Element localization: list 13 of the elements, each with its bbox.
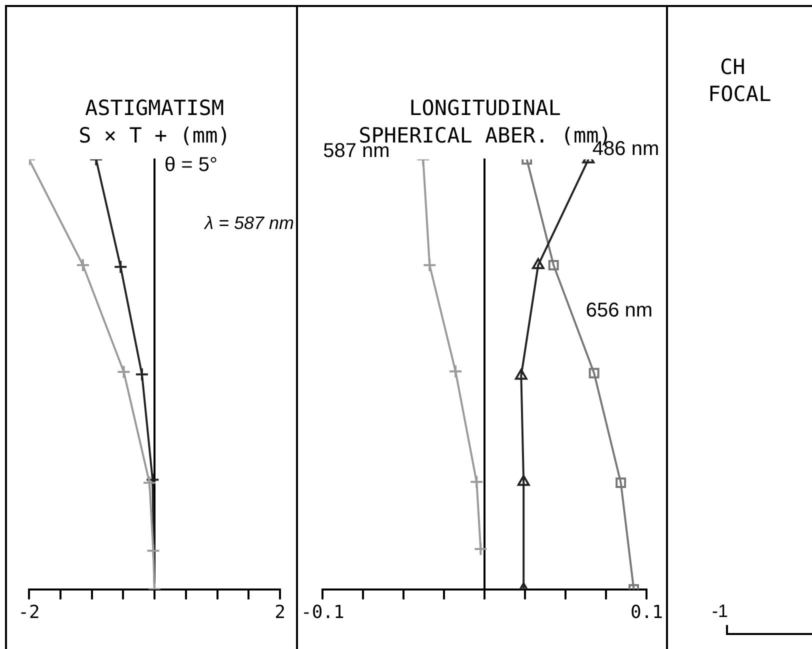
text: CH (720, 55, 746, 79)
annotation: θ = 5° (164, 154, 218, 176)
chart-title: LONGITUDINAL (409, 96, 561, 120)
text: -1 (712, 601, 728, 622)
x-tick-label: 0.1 (630, 602, 663, 623)
annotation: λ = 587 nm (204, 212, 294, 233)
series-label: 656 nm (586, 300, 653, 322)
x-tick-label: -2 (18, 602, 40, 623)
x-tick-label: -0.1 (300, 602, 344, 623)
x-tick-label: 2 (274, 602, 286, 623)
chart-title: ASTIGMATISM (84, 96, 224, 120)
text: FOCAL (708, 82, 772, 106)
chart-subtitle: S × T + (mm) (78, 123, 230, 148)
